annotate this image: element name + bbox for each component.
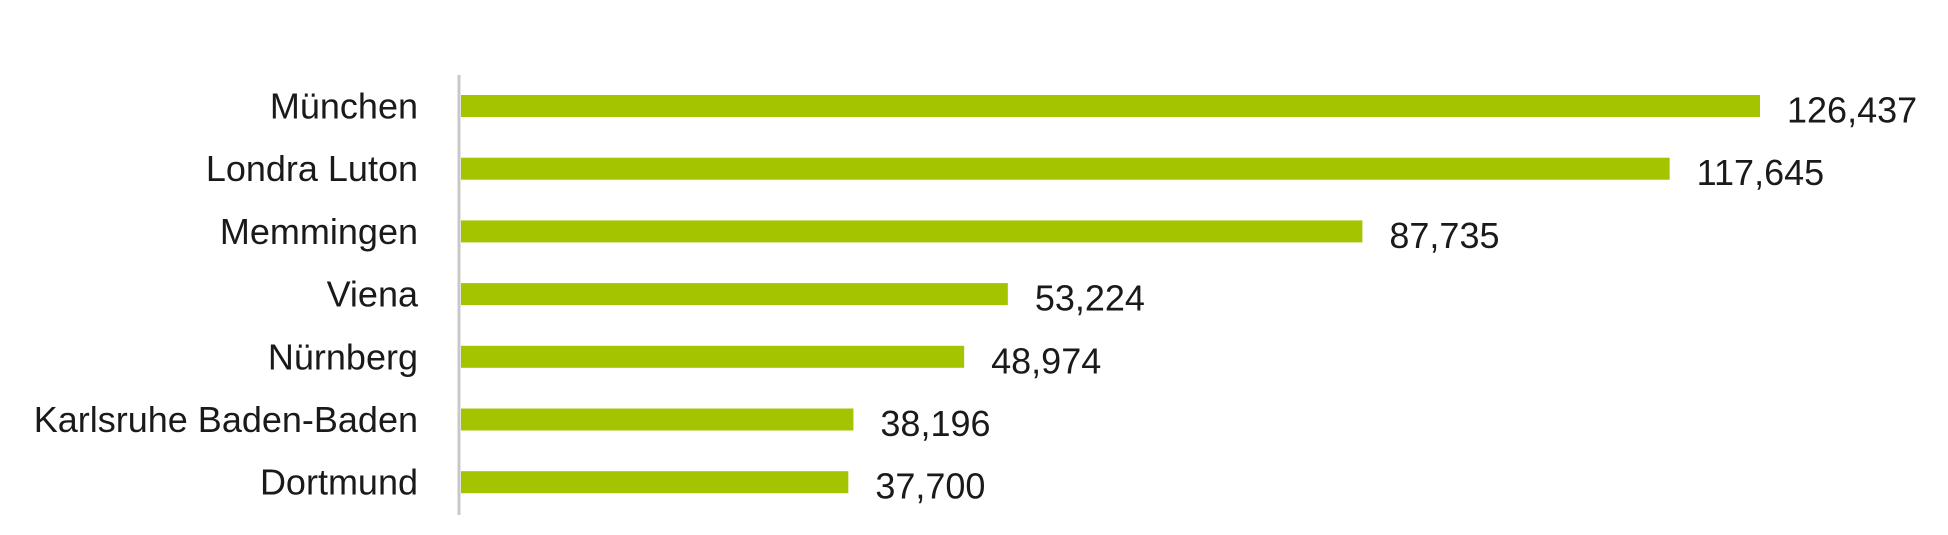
- category-label: Viena: [327, 274, 419, 315]
- category-label: München: [270, 86, 418, 127]
- bars: [461, 95, 1760, 494]
- bar: [461, 408, 854, 431]
- bar: [461, 283, 1008, 306]
- bar: [461, 157, 1670, 180]
- value-label: 48,974: [991, 340, 1101, 381]
- value-label: 87,735: [1389, 215, 1499, 256]
- bar: [461, 95, 1760, 117]
- value-label: 126,437: [1787, 90, 1917, 131]
- value-label: 117,645: [1697, 152, 1824, 193]
- category-label: Dortmund: [260, 462, 418, 503]
- category-label: Londra Luton: [206, 148, 418, 189]
- category-label: Memmingen: [220, 211, 418, 252]
- category-label: Nürnberg: [268, 336, 418, 377]
- bar: [461, 471, 849, 494]
- value-label: 37,700: [875, 466, 985, 507]
- bar: [461, 220, 1363, 243]
- value-label: 53,224: [1035, 278, 1145, 319]
- value-label: 38,196: [880, 403, 990, 444]
- category-labels: München Londra Luton Memmingen Viena Nürnber…: [34, 86, 419, 503]
- category-label: Karlsruhe Baden-Baden: [34, 399, 418, 440]
- bar: [461, 345, 965, 368]
